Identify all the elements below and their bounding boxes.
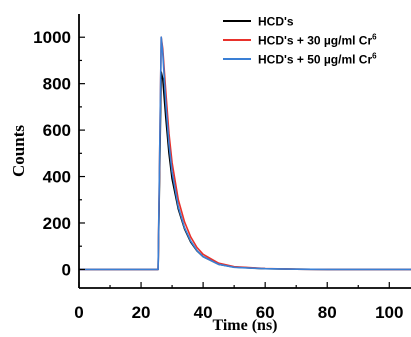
x-tick-label: 20	[132, 303, 151, 322]
series-layer	[79, 36, 411, 271]
y-tick-label: 800	[43, 75, 71, 94]
y-tick-label: 1000	[33, 28, 71, 47]
y-tick-label: 600	[43, 121, 71, 140]
series-line-3	[79, 36, 411, 271]
x-tick-label: 40	[194, 303, 213, 322]
axes	[78, 14, 411, 289]
x-tick-label: 60	[256, 303, 275, 322]
legend-label-3: HCD's + 50 µg/ml Cr6	[258, 52, 377, 67]
series-line-2	[79, 36, 411, 271]
legend-label-2: HCD's + 30 µg/ml Cr6	[258, 33, 377, 48]
y-tick-label: 200	[43, 214, 71, 233]
x-tick-label: 0	[74, 303, 83, 322]
legend-label-1: HCD's	[258, 15, 294, 29]
y-tick-label: 0	[62, 260, 71, 279]
series-line-1	[79, 71, 411, 271]
legend: HCD's HCD's + 30 µg/ml Cr6 HCD's + 50 µg/m…	[223, 15, 377, 67]
x-tick-label: 80	[318, 303, 337, 322]
x-tick-label: 100	[375, 303, 403, 322]
x-axis-title: Time (ns)	[212, 317, 277, 334]
y-tick-label: 400	[43, 168, 71, 187]
y-axis-title: Counts	[9, 125, 28, 177]
